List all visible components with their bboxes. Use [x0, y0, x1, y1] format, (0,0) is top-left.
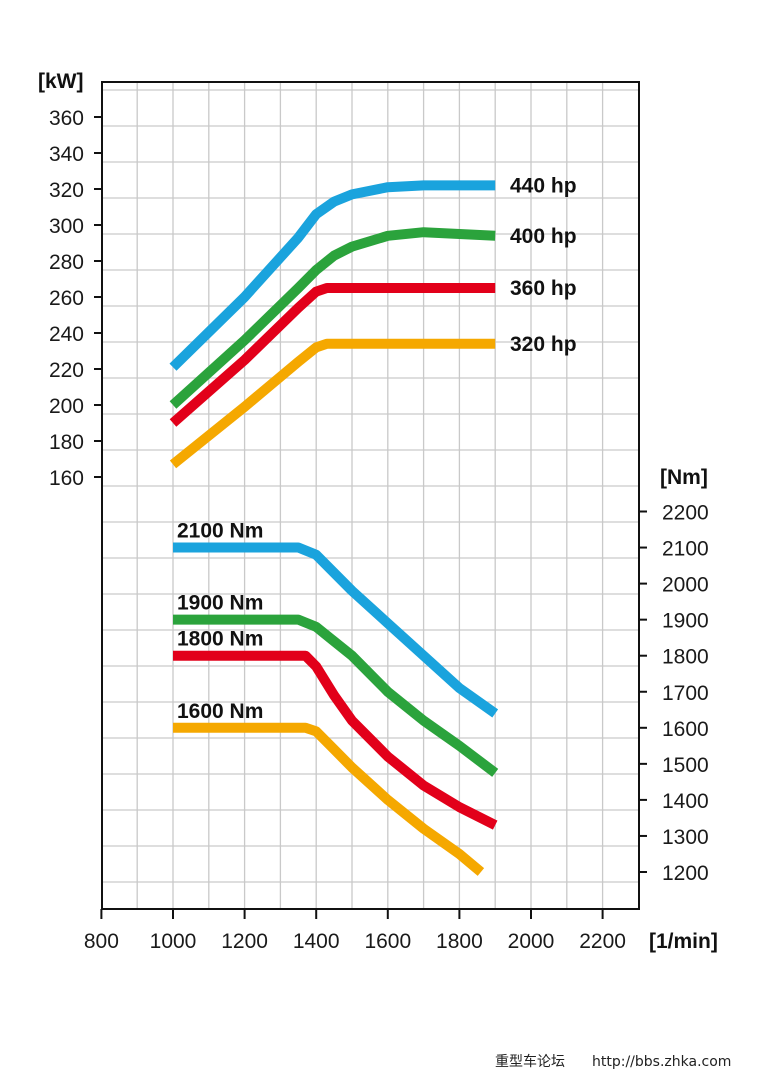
- power-tick-label: 240: [49, 323, 84, 346]
- plot-frame: [101, 81, 640, 910]
- x-tick-label: 800: [84, 930, 119, 953]
- power-tick-label: 160: [49, 467, 84, 490]
- torque-tick-label: 1600: [662, 718, 709, 741]
- power-curve-360-hp: [169, 283, 496, 427]
- power-tick-label: 260: [49, 287, 84, 310]
- torque-tick-label: 1900: [662, 610, 709, 633]
- x-tick-label: 2200: [579, 930, 626, 953]
- torque-curve-1600-Nm: [173, 722, 485, 876]
- torque-tick-label: 1500: [662, 754, 709, 777]
- torque-curve-1900-Nm: [173, 614, 499, 777]
- power-curves: [169, 180, 496, 469]
- power-axis-ticks: 160 180 200 220 240 260 280 300 320 340 360: [49, 107, 102, 490]
- series-labels: 440 hp 400 hp 360 hp 320 hp 2100 Nm 1900 Nm 18…: [177, 174, 577, 722]
- torque-tick-label: 1700: [662, 682, 709, 705]
- power-tick-label: 220: [49, 359, 84, 382]
- torque-series-label: 2100 Nm: [177, 520, 263, 543]
- torque-tick-label: 1300: [662, 826, 709, 849]
- torque-axis-unit: [Nm]: [660, 466, 708, 489]
- forum-credit: 重型车论坛: [495, 1053, 565, 1070]
- power-series-label: 360 hp: [510, 277, 577, 300]
- x-axis-ticks: 800 1000 1200 1400 1600 1800 2000 2200: [84, 909, 626, 953]
- x-tick-label: 1600: [364, 930, 411, 953]
- torque-tick-label: 1800: [662, 646, 709, 669]
- torque-tick-label: 1400: [662, 790, 709, 813]
- x-tick-label: 1400: [293, 930, 340, 953]
- power-series-label: 320 hp: [510, 333, 577, 356]
- power-series-label: 400 hp: [510, 225, 577, 248]
- power-tick-label: 320: [49, 179, 84, 202]
- x-axis-unit: [1/min]: [649, 930, 718, 953]
- torque-tick-label: 2200: [662, 502, 709, 525]
- power-curve-440-hp: [169, 180, 496, 371]
- power-tick-label: 340: [49, 143, 84, 166]
- forum-url: http://bbs.zhka.com: [592, 1054, 731, 1070]
- power-tick-label: 180: [49, 431, 84, 454]
- x-tick-label: 2000: [508, 930, 555, 953]
- power-axis-unit: [kW]: [38, 70, 84, 93]
- torque-tick-label: 2000: [662, 574, 709, 597]
- power-series-label: 440 hp: [510, 174, 577, 197]
- x-tick-label: 1000: [150, 930, 197, 953]
- torque-series-label: 1600 Nm: [177, 700, 263, 723]
- power-curve-400-hp: [169, 227, 496, 409]
- torque-axis-ticks: 1200 1300 1400 1500 1600 1700 1800 1900 2000 2100…: [639, 502, 709, 885]
- torque-tick-label: 1200: [662, 862, 709, 885]
- power-tick-label: 300: [49, 215, 84, 238]
- torque-series-label: 1900 Nm: [177, 592, 263, 615]
- power-curve-320-hp: [169, 338, 496, 469]
- x-tick-label: 1800: [436, 930, 483, 953]
- torque-tick-label: 2100: [662, 538, 709, 561]
- x-tick-label: 1200: [221, 930, 268, 953]
- power-tick-label: 280: [49, 251, 84, 274]
- torque-curve-1800-Nm: [173, 650, 498, 830]
- torque-series-label: 1800 Nm: [177, 628, 263, 651]
- power-tick-label: 200: [49, 395, 84, 418]
- power-tick-label: 360: [49, 107, 84, 130]
- torque-curve-2100-Nm: [173, 542, 499, 718]
- torque-curves: [173, 542, 499, 876]
